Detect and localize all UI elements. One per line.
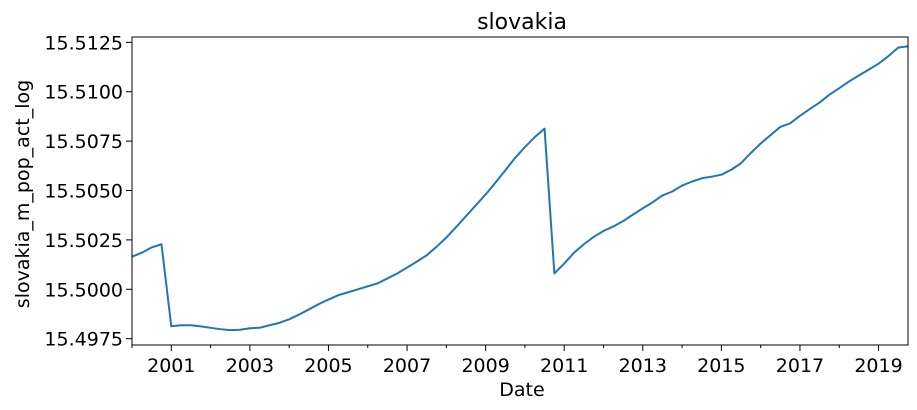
x-tick-label: 2013 [619, 355, 667, 377]
x-tick-label: 2005 [304, 355, 352, 377]
series-layer [131, 45, 909, 332]
x-tick-label: 2017 [776, 355, 824, 377]
y-tick-label: 15.5000 [44, 279, 123, 301]
y-tick-label: 15.4975 [44, 329, 123, 351]
y-tick-label: 15.5025 [44, 230, 123, 252]
x-tick-label: 2003 [226, 355, 274, 377]
x-tick-label: 2019 [854, 355, 902, 377]
x-tick-label: 2009 [461, 355, 509, 377]
y-tick-label: 15.5125 [44, 32, 123, 54]
chart-title: slovakia [477, 10, 567, 35]
y-tick-label: 15.5050 [44, 181, 123, 203]
series-line [131, 45, 909, 332]
x-tick-label: 2011 [540, 355, 588, 377]
x-tick-label: 2015 [697, 355, 745, 377]
y-axis-label: slovakia_m_pop_act_log [12, 80, 34, 308]
axis-ticks: 2001 2003 2005 2007 2009 2011 2013 2015 2017 2019… [44, 32, 902, 377]
y-tick-label: 15.5075 [44, 131, 123, 153]
x-tick-label: 2007 [383, 355, 431, 377]
x-axis-label: Date [499, 379, 544, 401]
x-tick-label: 2001 [147, 355, 195, 377]
y-tick-label: 15.5100 [44, 82, 123, 104]
plot-frame [131, 36, 909, 346]
